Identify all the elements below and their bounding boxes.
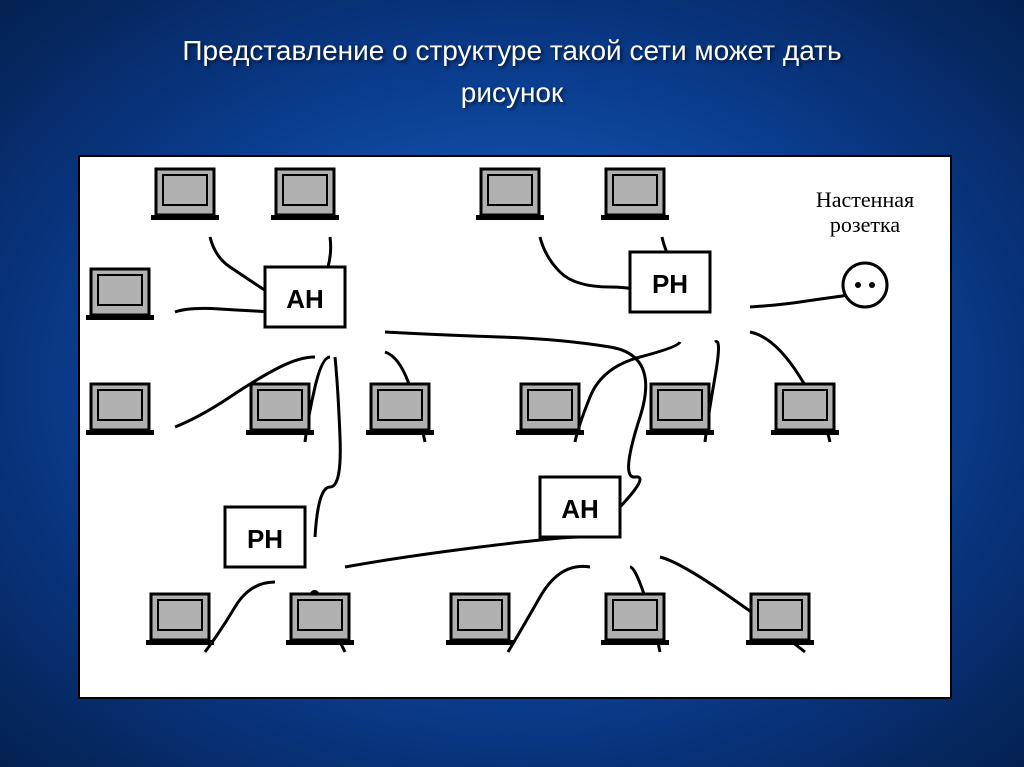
hub-АН: АН [540,477,620,537]
computer-icon [601,169,669,220]
hub-label: АН [561,494,599,524]
computer-icon [771,384,839,435]
computer-icon [601,594,669,645]
slide: Представление о структуре такой сети мож… [0,0,1024,767]
wire [205,582,275,652]
wire [508,566,590,652]
wall-socket-icon [843,263,887,307]
computer-icon [146,594,214,645]
title-line-2: рисунок [0,72,1024,114]
computer-icon [366,384,434,435]
computer-icon [746,594,814,645]
diagram-svg: АН РН РН АН Настеннаярозетка [80,157,950,697]
computer-icon [86,384,154,435]
socket-label-line-2: розетка [830,212,900,237]
wire [345,537,580,567]
computer-icon [446,594,514,645]
hub-РН: РН [225,507,305,567]
hub-РН: РН [630,252,710,312]
hub-label: РН [652,269,688,299]
network-diagram: АН РН РН АН Настеннаярозетка [78,155,952,699]
slide-title: Представление о структуре такой сети мож… [0,30,1024,114]
computer-icon [271,169,339,220]
hub-label: РН [247,524,283,554]
computer-icon [86,269,154,320]
title-line-1: Представление о структуре такой сети мож… [182,35,841,66]
computer-icon [476,169,544,220]
computer-icon [516,384,584,435]
socket-label-line-1: Настенная [816,187,914,212]
computer-icon [151,169,219,220]
wire [750,295,846,307]
computer-icon [246,384,314,435]
hub-АН: АН [265,267,345,327]
computer-icon [646,384,714,435]
hub-label: АН [286,284,324,314]
computer-icon [286,594,354,645]
wire [315,357,340,537]
